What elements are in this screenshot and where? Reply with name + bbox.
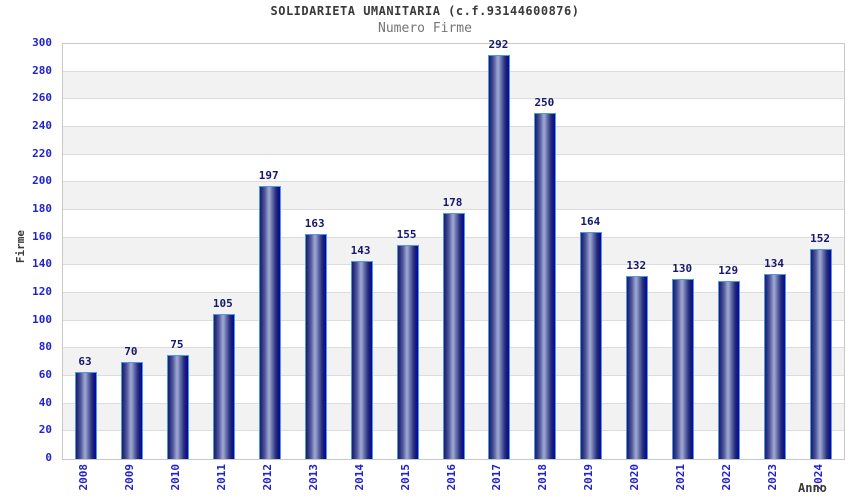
bar-2024	[810, 248, 833, 459]
bar-2015	[396, 244, 419, 459]
gridline	[63, 98, 844, 100]
y-tick-label: 200	[32, 174, 52, 188]
chart-subtitle: Numero Firme	[378, 21, 472, 36]
bar-2013	[304, 233, 327, 459]
bar-value-label: 178	[442, 195, 463, 209]
x-tick-label: 2017	[490, 464, 506, 500]
y-tick-label: 20	[38, 423, 52, 437]
bar-value-label: 152	[810, 231, 830, 245]
bar-value-label: 134	[764, 256, 785, 270]
x-tick-label: 2015	[399, 464, 415, 500]
bar-2020	[626, 276, 649, 459]
bar-2011	[212, 313, 235, 459]
bar-2016	[442, 212, 465, 459]
x-axis-title: Anno	[798, 481, 827, 495]
x-tick-label-text: 2021	[674, 464, 688, 491]
x-tick-label-text: 2014	[352, 464, 366, 491]
bar-value-label: 155	[396, 227, 417, 241]
y-tick-label: 260	[32, 91, 52, 105]
x-tick-label: 2008	[77, 464, 93, 500]
gridline	[63, 126, 844, 127]
x-tick-label-text: 2010	[168, 464, 182, 491]
bar-value-label: 130	[672, 262, 693, 276]
x-tick-label-text: 2020	[628, 464, 642, 491]
x-tick-label: 2011	[215, 464, 231, 500]
x-tick-label-text: 2019	[582, 464, 596, 491]
bar-2012	[258, 186, 281, 459]
x-tick-label-text: 2023	[766, 464, 780, 491]
gridline	[63, 153, 844, 155]
bar-value-label: 132	[626, 259, 647, 273]
gridline	[63, 70, 844, 72]
plot-band	[63, 127, 844, 155]
y-tick-label: 180	[32, 202, 52, 215]
x-tick-label: 2023	[766, 464, 782, 500]
x-tick-label-text: 2016	[444, 464, 458, 491]
x-tick-label-text: 2015	[398, 464, 412, 491]
gridline	[63, 181, 844, 183]
x-tick-label: 2020	[628, 464, 644, 500]
x-tick-label: 2021	[674, 464, 690, 500]
bar-2014	[350, 261, 373, 459]
bar-value-label: 250	[534, 96, 555, 110]
y-tick-label: 280	[32, 63, 52, 77]
bar-2009	[120, 362, 143, 459]
x-tick-label: 2019	[582, 464, 598, 500]
bar-value-label: 163	[304, 216, 325, 230]
y-tick-label: 300	[32, 36, 52, 49]
bar-value-label: 129	[718, 263, 739, 277]
bar-2017	[488, 55, 511, 459]
x-tick-label-text: 2013	[306, 464, 320, 491]
bar-value-label: 292	[488, 38, 509, 52]
bar-value-label: 75	[170, 338, 184, 352]
y-tick-label: 120	[32, 285, 52, 298]
bar-2018	[534, 113, 557, 459]
x-tick-label-text: 2012	[260, 464, 274, 491]
bar-value-label: 63	[78, 354, 92, 368]
x-tick-label: 2014	[353, 464, 369, 500]
x-tick-label-text: 2009	[122, 464, 136, 491]
bar-value-label: 164	[580, 215, 601, 229]
x-tick-label: 2022	[720, 464, 736, 500]
bar-value-label: 105	[212, 296, 233, 310]
x-tick-label-text: 2017	[490, 464, 504, 491]
bar-value-label: 143	[350, 244, 371, 258]
y-tick-label: 140	[32, 257, 52, 271]
gridline	[63, 209, 844, 210]
bar-value-label: 197	[258, 169, 279, 183]
y-axis-title: Firme	[14, 230, 30, 290]
x-tick-label: 2016	[445, 464, 461, 500]
x-tick-label-text: 2022	[720, 464, 734, 491]
y-tick-label: 60	[38, 368, 52, 381]
x-tick-label: 2009	[123, 464, 139, 500]
y-tick-label: 220	[32, 146, 52, 160]
y-tick-label: 80	[38, 340, 52, 354]
bar-value-label: 70	[124, 345, 138, 359]
y-tick-label: 40	[38, 395, 52, 409]
y-tick-label: 100	[32, 312, 52, 326]
bar-2008	[74, 371, 97, 459]
x-tick-label: 2012	[261, 464, 277, 500]
chart-title: SOLIDARIETA UMANITARIA (c.f.93144600876)	[270, 4, 580, 18]
bar-2021	[672, 279, 695, 459]
x-tick-label-text: 2008	[76, 464, 90, 491]
bar-2010	[166, 355, 189, 459]
y-tick-label: 0	[45, 451, 52, 464]
plot-band	[63, 71, 844, 100]
plot-area	[62, 43, 845, 460]
y-tick-label: 240	[32, 119, 52, 132]
x-tick-label: 2013	[307, 464, 323, 500]
x-tick-label-text: 2018	[536, 464, 550, 491]
bar-2023	[764, 273, 787, 459]
x-tick-label: 2018	[536, 464, 552, 500]
bar-2019	[580, 232, 603, 459]
y-axis-title-text: Firme	[14, 230, 27, 264]
x-tick-label-text: 2011	[214, 464, 228, 491]
y-tick-label: 160	[32, 229, 52, 243]
x-tick-label: 2010	[169, 464, 185, 500]
plot-band	[63, 182, 844, 210]
bar-2022	[718, 280, 741, 459]
